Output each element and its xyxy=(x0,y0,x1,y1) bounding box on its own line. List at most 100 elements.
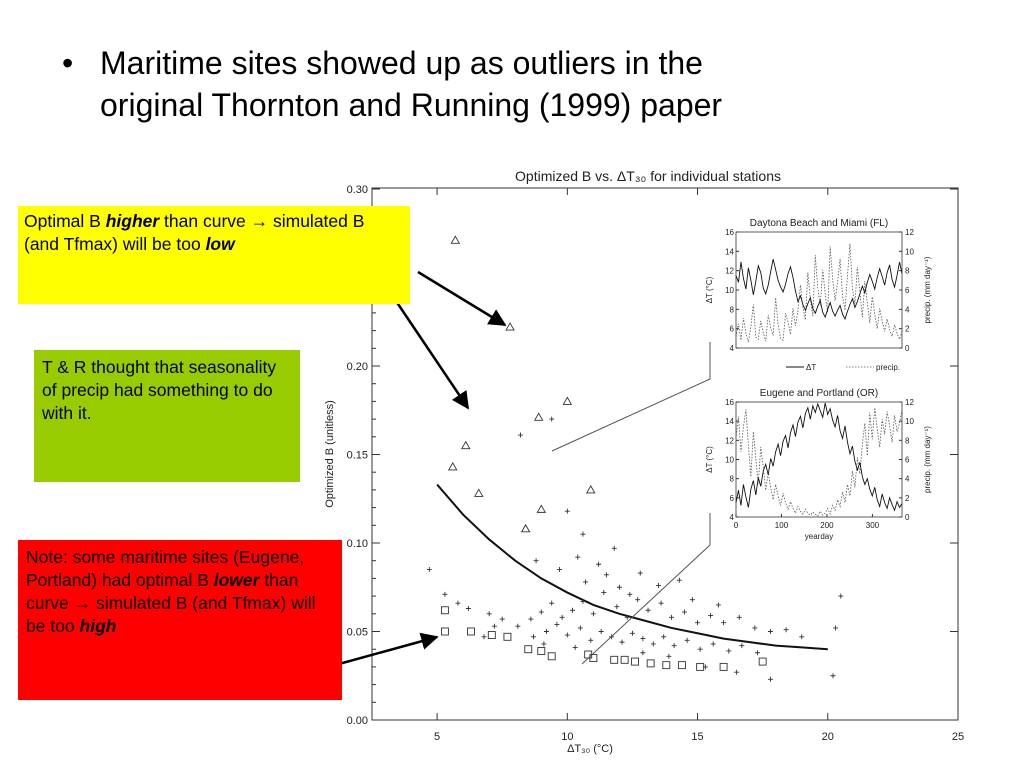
square-point xyxy=(440,627,449,636)
square-point xyxy=(589,654,598,662)
inset-y-tick-label: 8 xyxy=(730,475,735,484)
plus-point xyxy=(645,607,651,613)
plus-point xyxy=(689,597,695,603)
inset-y-tick-label: 10 xyxy=(725,456,734,465)
plus-point xyxy=(564,632,570,638)
plus-point xyxy=(721,620,727,626)
callout-higher-pre: Optimal B xyxy=(24,211,106,231)
main-y-tick-label: 0.05 xyxy=(347,627,368,639)
triangle-point xyxy=(585,484,596,494)
plus-point xyxy=(666,653,672,659)
plus-point xyxy=(669,614,675,620)
inset-y-tick-label: 6 xyxy=(730,325,735,334)
plus-point xyxy=(619,639,625,645)
plus-point xyxy=(601,590,607,596)
bullet-line-2: original Thornton and Running (1999) pap… xyxy=(100,87,723,123)
inset-y-tick-label: 12 xyxy=(725,267,734,276)
inset-y-tick-label: 10 xyxy=(725,286,734,295)
bullet-text: Maritime sites showed up as outliers in … xyxy=(100,42,940,126)
plus-point xyxy=(640,636,646,642)
inset-x-tick-label: 100 xyxy=(775,521,789,530)
arrow-to-triangle-2 xyxy=(392,297,470,410)
plus-point xyxy=(611,545,617,551)
square-point xyxy=(537,647,546,655)
inset-title: Daytona Beach and Miami (FL) xyxy=(750,218,888,229)
main-y-tick-label: 0.10 xyxy=(347,538,368,550)
callout-lower-mid: than curve → simulated B (and Tfmax) wil… xyxy=(26,570,316,636)
plus-point xyxy=(583,579,589,585)
main-chart-title: Optimized B vs. ΔT₃₀ for individual stat… xyxy=(515,168,781,184)
square-point xyxy=(547,652,556,661)
square-point xyxy=(487,631,496,639)
plus-point xyxy=(640,650,646,656)
inset-y-tick-label: 12 xyxy=(725,436,734,445)
plus-point xyxy=(455,600,461,606)
main-x-tick-label: 20 xyxy=(822,731,834,743)
inset-chart-oregon: Eugene and Portland (OR) 4 6 8 10 12 14 16 0 2 4 6 8… xyxy=(702,382,940,549)
plus-point xyxy=(575,554,581,560)
inset-deltaT-line xyxy=(735,258,903,321)
plus-point xyxy=(426,567,432,573)
inset-y-tick-label: 4 xyxy=(730,344,735,353)
plus-point xyxy=(549,416,555,422)
plus-point xyxy=(624,614,630,620)
square-point xyxy=(677,661,686,670)
square-point xyxy=(719,662,728,671)
inset-leader-lines xyxy=(551,342,711,665)
plus-point xyxy=(572,644,578,650)
plus-point xyxy=(481,634,487,640)
inset-x-tick-label: 300 xyxy=(866,521,880,530)
plus-point xyxy=(533,558,539,564)
triangle-point xyxy=(536,504,547,513)
plus-point xyxy=(627,591,633,597)
plus-point xyxy=(754,650,760,656)
plus-point xyxy=(655,582,661,588)
plus-point xyxy=(486,611,492,617)
inset-y-tick-label: 4 xyxy=(730,513,735,522)
plus-point xyxy=(799,634,805,640)
plus-point xyxy=(637,570,643,576)
plus-point xyxy=(491,623,497,629)
plus-point xyxy=(697,646,703,652)
inset-y2-tick-label: 0 xyxy=(905,513,910,522)
arrow-to-squares xyxy=(327,632,439,669)
inset-y2-tick-label: 10 xyxy=(905,247,914,256)
plus-point xyxy=(830,673,836,679)
plus-point xyxy=(517,432,523,438)
triangle-point xyxy=(450,235,461,244)
main-x-tick-label: 25 xyxy=(952,731,964,743)
square-point xyxy=(524,645,533,654)
plus-point xyxy=(702,664,708,670)
legend-precip-label: precip. xyxy=(876,363,900,372)
plus-point xyxy=(538,609,544,615)
plus-point xyxy=(833,625,839,631)
inset-y2-tick-label: 8 xyxy=(905,267,910,276)
plus-point xyxy=(838,593,844,599)
inset-y2-tick-label: 6 xyxy=(905,456,910,465)
plus-point xyxy=(695,620,701,626)
plus-point xyxy=(739,643,745,649)
plus-point xyxy=(554,621,560,627)
plus-point xyxy=(616,584,622,590)
plus-point xyxy=(734,669,740,675)
inset-precip-line xyxy=(735,243,903,343)
plus-point xyxy=(715,602,721,608)
plus-point xyxy=(603,572,609,578)
plus-point xyxy=(767,629,773,634)
plus-point xyxy=(629,630,635,636)
inset-y2-tick-label: 2 xyxy=(905,494,910,503)
square-point xyxy=(646,659,655,668)
leader-line-oregon xyxy=(581,513,711,665)
main-x-axis-label: ΔT₃₀ (°C) xyxy=(567,743,613,755)
callout-seasonality: T & R thought that seasonality of precip… xyxy=(34,350,300,482)
main-y-tick-label: 0.15 xyxy=(347,450,368,462)
plus-point xyxy=(499,616,505,622)
plus-point xyxy=(671,643,677,649)
plus-point xyxy=(767,676,773,682)
inset-title: Eugene and Portland (OR) xyxy=(760,388,878,399)
plus-point xyxy=(726,648,732,654)
plus-point xyxy=(465,605,471,611)
plus-point xyxy=(543,629,549,634)
plus-point xyxy=(515,623,521,629)
